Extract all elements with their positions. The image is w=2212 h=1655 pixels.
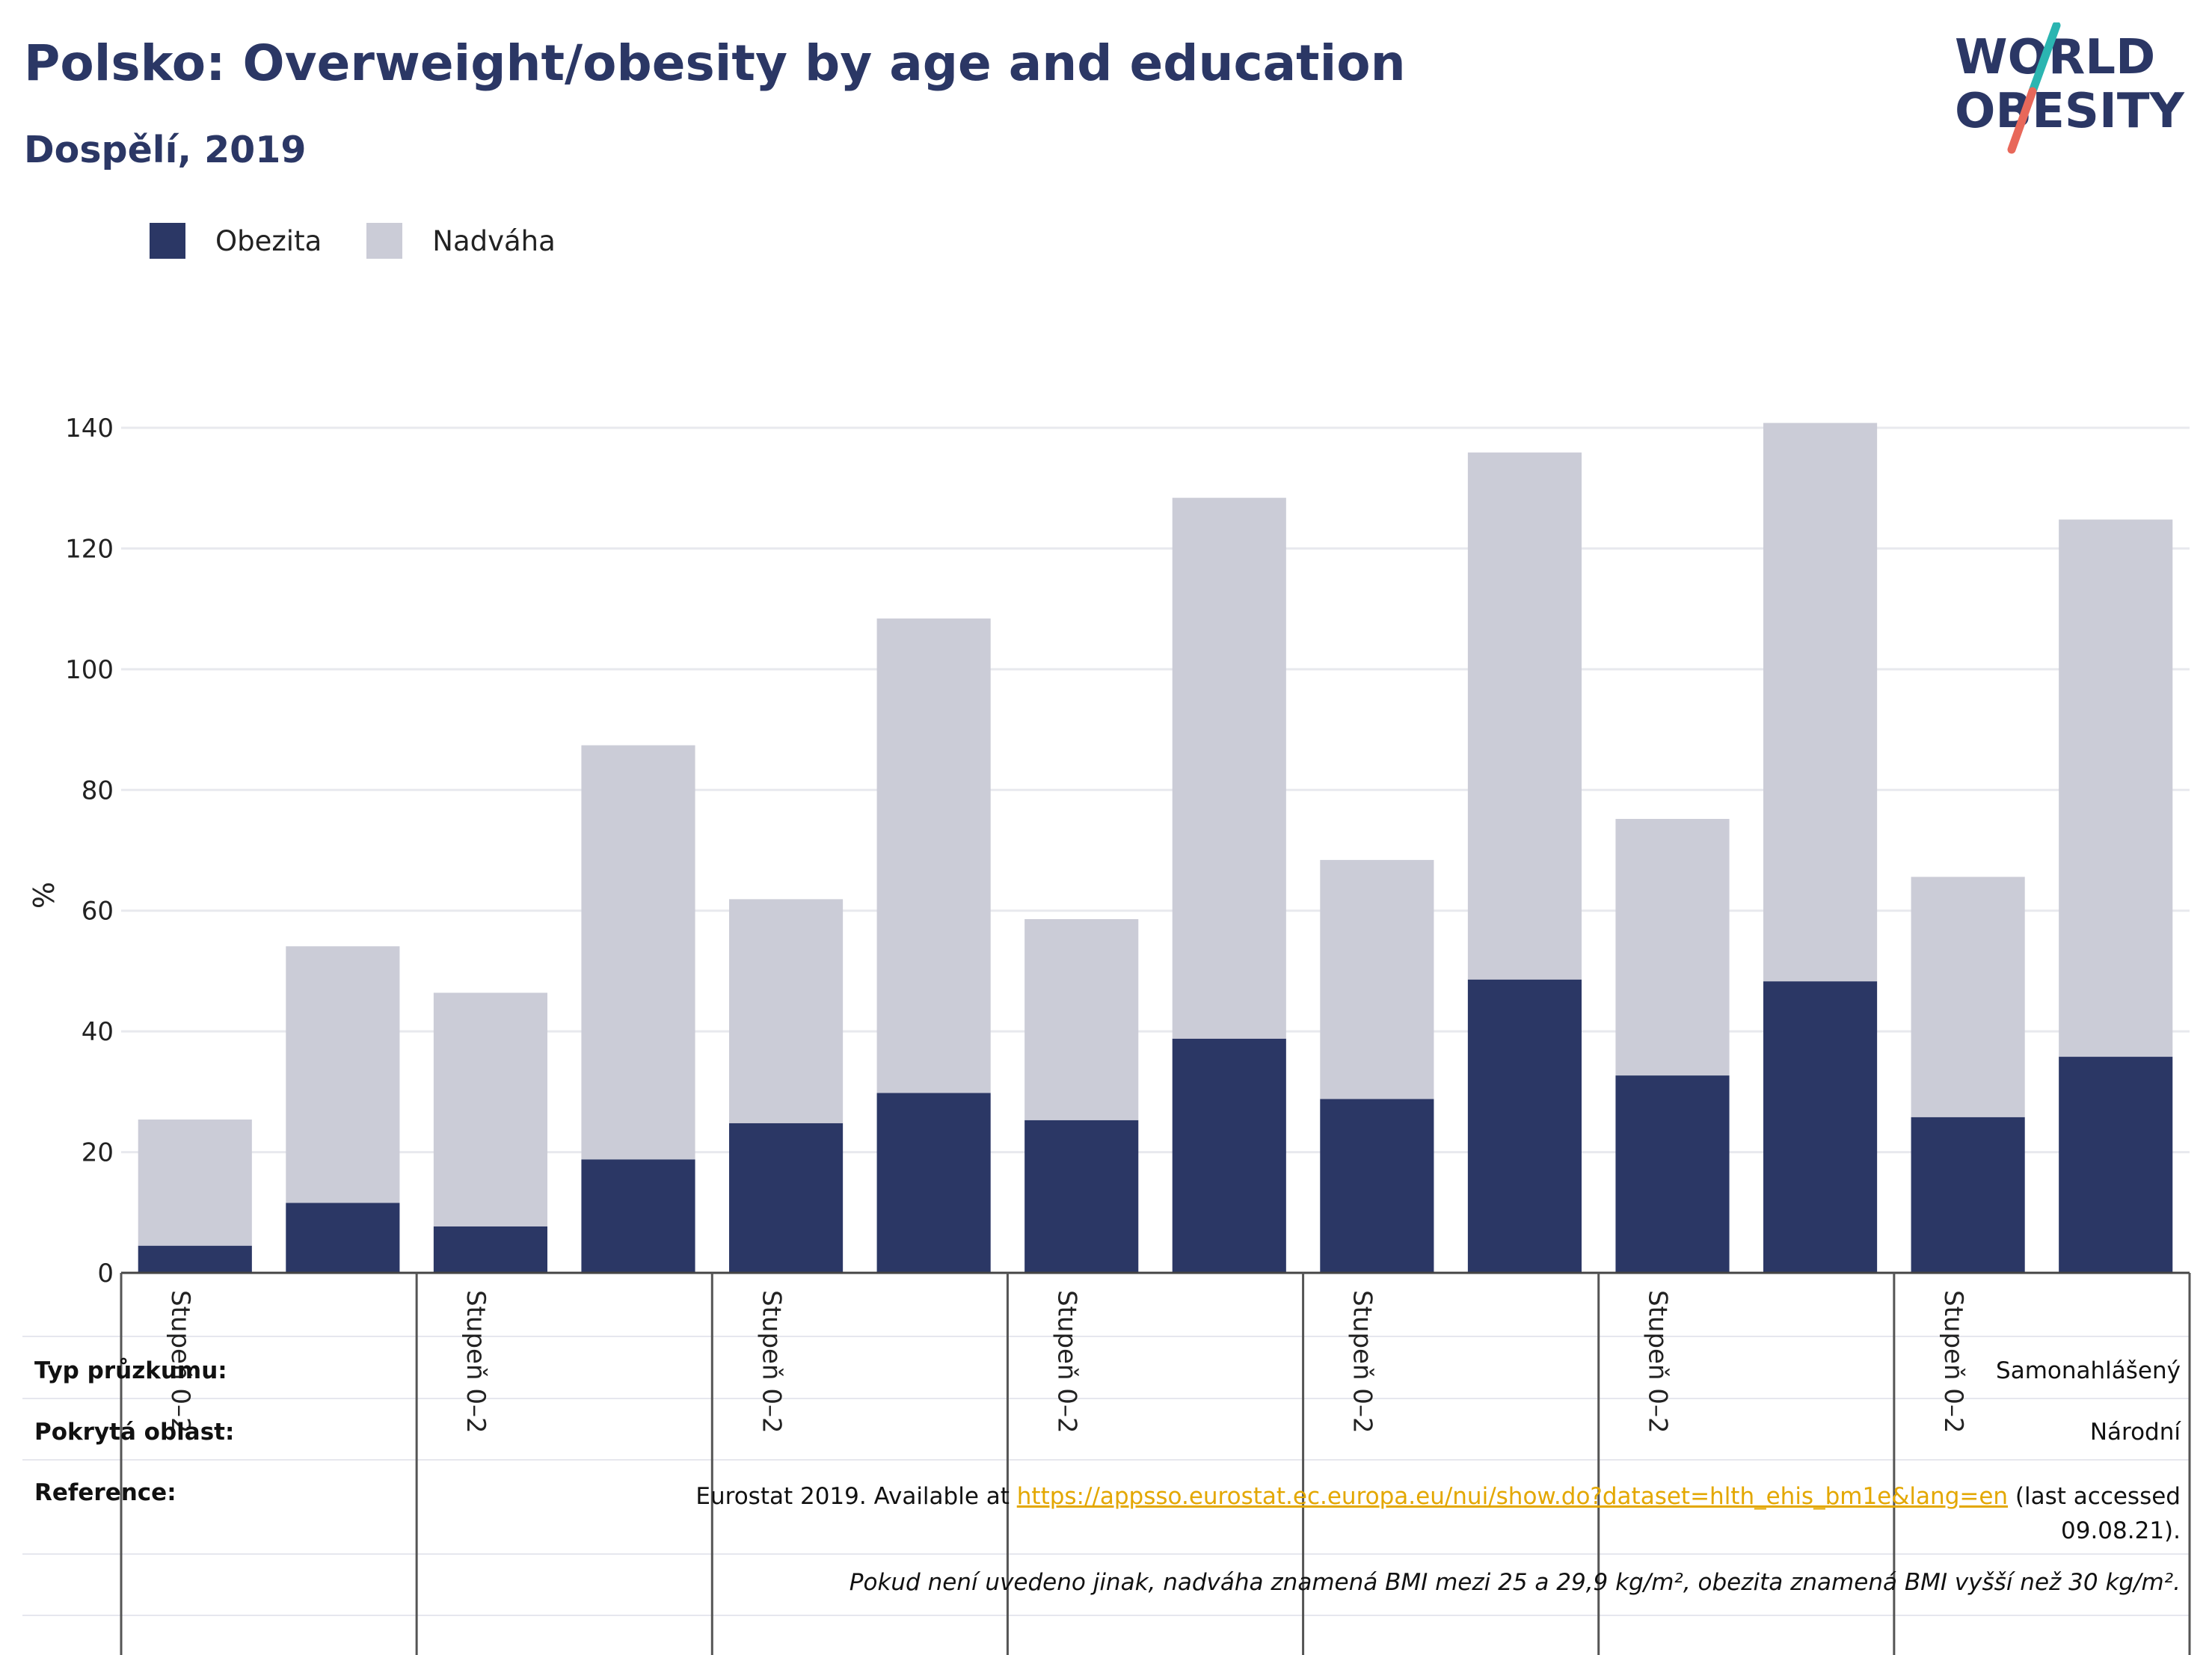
y-tick-label: 140 [65,414,114,443]
reference-suffix: (last accessed 09.08.21). [2008,1483,2181,1544]
logo-line2: OBESITY [1955,84,2184,139]
bar-overweight [286,946,400,1203]
y-tick-label: 20 [82,1138,114,1168]
survey-type-label: Typ průzkumu: [34,1357,227,1384]
reference-link[interactable]: https://appsso.eurostat.ec.europa.eu/nui… [1016,1483,2009,1510]
legend-item-obesity: Obezita [150,223,322,259]
bar-overweight [1911,876,2025,1117]
group-label: Stupeň 0–2 [461,1290,491,1434]
legend-swatch-overweight [366,223,403,259]
coverage-row: Pokrytá oblast: Národní [34,1419,2181,1456]
y-tick-label: 0 [97,1259,114,1289]
bar-obesity [1172,1038,1286,1273]
survey-type-value: Samonahlášený [1996,1357,2181,1384]
legend-label-obesity: Obezita [215,224,322,257]
group-label: Stupeň 0–2 [1348,1290,1377,1434]
bar-obesity [1320,1099,1434,1273]
reference-row: Reference: Eurostat 2019. Available at h… [34,1479,2181,1554]
y-tick-label: 120 [65,534,114,564]
bar-overweight [1763,423,1878,982]
bar-obesity [433,1226,547,1273]
bar-overweight [876,618,991,1093]
world-obesity-logo: WORLD OBESITY [1955,22,2184,154]
group-label: Stupeň 0–2 [756,1290,786,1434]
bar-obesity [729,1123,844,1273]
y-tick-label: 100 [65,655,114,685]
group-label: Stupeň 0–2 [1051,1290,1081,1434]
survey-type-row: Typ průzkumu: Samonahlášený [34,1357,2181,1395]
y-tick-label: 80 [82,776,114,805]
bar-overweight [433,992,547,1226]
group-label: Stupeň 0–2 [1938,1290,1968,1434]
legend-swatch-obesity [150,223,185,259]
bar-overweight [1615,819,1730,1076]
chart-subtitle: Dospělí, 2019 [24,129,307,171]
bar-overweight [138,1119,252,1246]
legend-label-overweight: Nadváha [432,224,556,257]
bar-obesity [876,1093,991,1273]
logo-slash-teal [2028,22,2061,96]
bar-obesity [1911,1117,2025,1273]
bar-overweight [2059,519,2173,1057]
bar-obesity [286,1203,400,1273]
bar-obesity [1467,979,1582,1273]
coverage-value: Národní [2089,1419,2181,1446]
bmi-definition-note: Pokud není uvedeno jinak, nadváha znamen… [849,1569,2181,1596]
bar-obesity [138,1245,252,1273]
bar-overweight [1024,919,1139,1120]
bar-obesity [1615,1075,1730,1273]
group-label: Stupeň 0–2 [165,1290,195,1434]
coverage-label: Pokrytá oblast: [34,1419,235,1446]
bar-obesity [1024,1120,1139,1273]
y-axis-title: % [28,882,61,909]
bar-overweight [581,745,695,1160]
logo-slash-coral [2007,87,2037,154]
bar-overweight [1467,452,1582,980]
reference-prefix: Eurostat 2019. Available at [695,1483,1017,1510]
bar-obesity [2059,1057,2173,1273]
y-tick-label: 40 [82,1017,114,1047]
legend-item-overweight: Nadváha [366,223,556,259]
chart-legend: Obezita Nadváha [150,223,600,259]
reference-label: Reference: [34,1479,176,1506]
bar-overweight [729,899,844,1123]
reference-text: Eurostat 2019. Available at https://apps… [610,1479,2181,1548]
group-label: Stupeň 0–2 [1643,1290,1673,1434]
bar-overweight [1172,497,1286,1039]
bar-obesity [581,1159,695,1273]
bar-obesity [1763,981,1878,1273]
chart-title: Polsko: Overweight/obesity by age and ed… [24,34,1406,92]
y-tick-label: 60 [82,897,114,927]
bar-overweight [1320,859,1434,1099]
